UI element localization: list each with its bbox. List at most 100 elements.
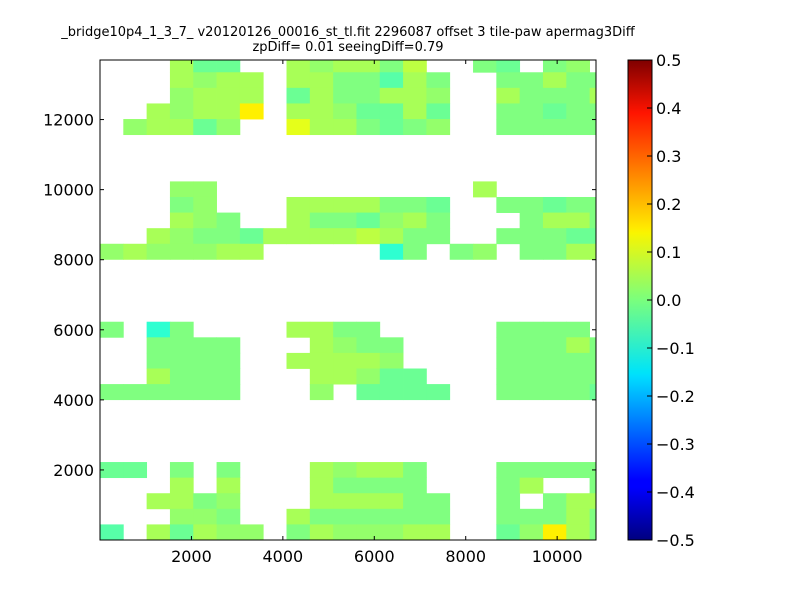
heatmap-cell: [379, 87, 404, 104]
heatmap-cell: [566, 103, 590, 120]
heatmap-cell: [309, 103, 334, 120]
heatmap-cell: [169, 212, 194, 229]
heatmap-cell: [100, 243, 124, 260]
heatmap-cell: [356, 228, 381, 245]
heatmap-cell: [309, 493, 334, 510]
heatmap-cell: [309, 196, 334, 213]
heatmap-cell: [566, 60, 590, 73]
heatmap-cell: [589, 87, 597, 104]
heatmap-cell: [193, 228, 217, 245]
heatmap-cell: [286, 60, 311, 73]
heatmap-cell: [216, 352, 241, 369]
heatmap-cell: [379, 212, 404, 229]
heatmap-cell: [566, 508, 590, 525]
heatmap-cell: [216, 524, 241, 541]
heatmap-cell: [379, 72, 404, 89]
heatmap-cell: [309, 368, 334, 385]
heatmap-cell: [193, 181, 217, 198]
colorbar-tick-label: −0.1: [656, 339, 695, 358]
heatmap-cell: [333, 477, 357, 494]
heatmap-cell: [379, 477, 404, 494]
heatmap-cell: [286, 228, 311, 245]
heatmap-cell: [333, 228, 357, 245]
heatmap-cell: [379, 243, 404, 260]
heatmap-cell: [542, 72, 567, 89]
heatmap-cell: [309, 477, 334, 494]
heatmap-cell: [426, 212, 451, 229]
heatmap-cell: [216, 462, 241, 479]
heatmap-cell: [473, 60, 497, 73]
heatmap-cell: [100, 524, 124, 541]
heatmap-cell: [239, 524, 264, 541]
heatmap-cell: [123, 384, 148, 401]
heatmap-cell: [403, 228, 427, 245]
heatmap-cell: [589, 337, 597, 354]
heatmap-cell: [333, 321, 357, 338]
heatmap-cell: [216, 87, 241, 104]
heatmap-cell: [333, 119, 357, 136]
heatmap-cell: [333, 196, 357, 213]
heatmap-cell: [123, 462, 148, 479]
heatmap-cell: [216, 508, 241, 525]
heatmap-cell: [356, 119, 381, 136]
heatmap-cell: [169, 477, 194, 494]
heatmap-cell: [566, 337, 590, 354]
heatmap-cell: [426, 524, 451, 541]
heatmap-cell: [286, 196, 311, 213]
heatmap-cell: [100, 384, 124, 401]
heatmap-cell: [333, 508, 357, 525]
heatmap-cell: [473, 181, 497, 198]
heatmap-cell: [169, 181, 194, 198]
heatmap-cell: [263, 228, 287, 245]
heatmap-cell: [146, 384, 171, 401]
heatmap-cell: [519, 243, 544, 260]
heatmap-cell: [169, 384, 194, 401]
heatmap-cell: [403, 103, 427, 120]
heatmap-cell: [566, 493, 590, 510]
heatmap-cell: [403, 119, 427, 136]
heatmap-cell: [566, 87, 590, 104]
heatmap-cell: [426, 493, 451, 510]
colorbar-tick-label: 0.2: [656, 195, 681, 214]
y-tick-label: 6000: [53, 321, 94, 340]
heatmap-cell: [286, 321, 311, 338]
heatmap-cell: [496, 384, 521, 401]
heatmap-cell: [496, 60, 521, 73]
colorbar-ticks: 0.5 0.4 0.3 0.2 0.1 0.0 −0.1 −0.2 −0.3 −0.4 −0.5: [647, 51, 695, 550]
heatmap-cell: [356, 321, 381, 338]
chart-subtitle: zpDiff= 0.01 seeingDiff=0.79: [252, 40, 444, 55]
heatmap-cell: [589, 196, 597, 213]
heatmap-cell: [146, 524, 171, 541]
heatmap-cell: [356, 368, 381, 385]
heatmap-cell: [309, 72, 334, 89]
colorbar-tick-label: −0.4: [656, 483, 695, 502]
heatmap-cell: [146, 368, 171, 385]
heatmap-cell: [193, 368, 217, 385]
colorbar-tick-label: 0.5: [656, 51, 681, 70]
heatmap-cell: [216, 493, 241, 510]
heatmap-cell: [426, 196, 451, 213]
heatmap-cell: [216, 60, 241, 73]
heatmap-cell: [519, 352, 544, 369]
heatmap-cell: [566, 119, 590, 136]
heatmap-cell: [193, 352, 217, 369]
heatmap-cell: [542, 196, 567, 213]
heatmap-cell: [333, 72, 357, 89]
heatmap-cell: [309, 228, 334, 245]
heatmap-cell: [542, 87, 567, 104]
heatmap-cell: [519, 384, 544, 401]
plot-frame: [99, 59, 597, 541]
heatmap-cell: [356, 87, 381, 104]
heatmap-cell: [566, 72, 590, 89]
heatmap-cell: [519, 524, 544, 541]
heatmap-cell: [519, 196, 544, 213]
heatmap-cell: [379, 352, 404, 369]
heatmap-cell: [403, 196, 427, 213]
heatmap-cell: [333, 212, 357, 229]
heatmap-cell: [496, 477, 521, 494]
y-tick-label: 2000: [53, 461, 94, 480]
heatmap-cell: [566, 243, 590, 260]
heatmap-cell: [566, 368, 590, 385]
colorbar-tick-label: 0.0: [656, 291, 681, 310]
heatmap-cell: [496, 352, 521, 369]
